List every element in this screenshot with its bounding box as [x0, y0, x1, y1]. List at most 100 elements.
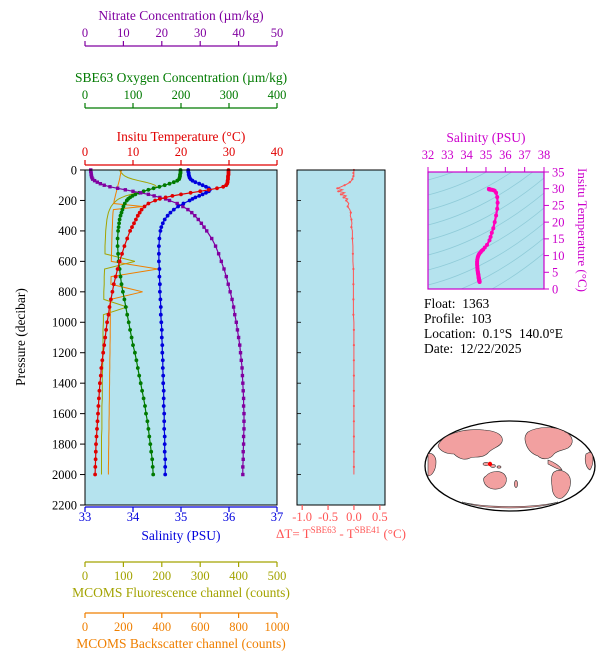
nitrate-marker	[241, 457, 245, 462]
nitrate-marker	[239, 358, 243, 363]
backscatter-tick-label: 0	[82, 620, 88, 634]
delta-plot-background	[297, 170, 385, 505]
delta-t-marker	[352, 313, 355, 316]
salinity-marker	[161, 381, 166, 386]
temperature-marker	[111, 282, 116, 287]
salinity-marker	[200, 183, 205, 188]
nitrate-marker	[108, 185, 112, 189]
ts-y-tick-label: 5	[552, 266, 558, 280]
backscatter-tick-label: 800	[229, 620, 248, 634]
continent-africa-right-edge	[584, 451, 594, 471]
salinity-marker	[158, 282, 162, 287]
oxygen-marker	[129, 335, 134, 340]
fluorescence-tick-label: 300	[191, 569, 210, 583]
ts-density-contours	[428, 172, 544, 289]
temperature-marker	[105, 320, 109, 325]
oxygen-tick-label: 200	[172, 88, 191, 102]
pressure-tick-label: 2200	[52, 498, 77, 512]
temperature-marker	[97, 388, 102, 393]
oxygen-marker	[117, 221, 121, 226]
pressure-tick-label: 200	[58, 194, 77, 208]
salinity-marker	[158, 312, 163, 317]
nitrate-marker	[190, 210, 194, 215]
temperature-marker	[117, 259, 122, 264]
oxygen-marker	[117, 217, 122, 222]
oxygen-marker	[140, 388, 145, 393]
nitrate-marker	[240, 366, 244, 370]
nitrate-marker	[241, 450, 245, 454]
nitrate-marker	[241, 442, 246, 446]
temperature-marker	[93, 457, 98, 462]
temperature-marker	[153, 198, 158, 203]
oxygen-marker	[118, 274, 123, 279]
oxygen-marker	[138, 381, 143, 386]
salinity-marker	[190, 197, 195, 201]
nitrate-marker	[238, 351, 243, 355]
delta-tick-label: -1.0	[292, 510, 312, 524]
ts-x-tick-label: 33	[441, 148, 454, 162]
nitrate-marker	[228, 290, 232, 294]
world-map	[424, 420, 596, 512]
nitrate-marker	[131, 189, 135, 194]
float-location-marker	[487, 461, 493, 467]
temperature-marker	[95, 427, 99, 431]
main-plot-frame	[84, 169, 278, 506]
temperature-tick-label: 0	[82, 145, 88, 159]
delta-tick-label: -0.5	[318, 510, 338, 524]
delta-t-marker	[336, 187, 339, 190]
temperature-marker	[102, 343, 107, 347]
delta-t-marker	[350, 218, 353, 221]
oxygen-marker	[146, 187, 151, 192]
ts-y-tick-label: 10	[552, 249, 565, 263]
oxygen-marker	[122, 297, 127, 302]
temperature-marker	[99, 366, 104, 370]
temperature-marker	[158, 197, 162, 201]
oxygen-tick-label: 0	[82, 88, 88, 102]
salinity-marker	[157, 244, 161, 249]
nitrate-marker	[241, 389, 245, 393]
delta-t-marker	[342, 196, 345, 199]
salinity-marker	[158, 297, 163, 302]
salinity-marker	[157, 236, 162, 241]
fluorescence-tick-label: 0	[82, 569, 88, 583]
salinity-marker	[168, 210, 173, 215]
ts-x-tick-label: 38	[538, 148, 551, 162]
nitrate-tick-label: 50	[271, 26, 284, 40]
nitrate-marker	[234, 320, 238, 324]
temperature-marker	[101, 350, 106, 355]
ts-curve-marker	[477, 280, 482, 284]
temperature-marker	[170, 194, 175, 198]
salinity-marker	[161, 404, 166, 408]
density-contour	[428, 177, 544, 241]
delta-tick-label: 0.0	[346, 510, 362, 524]
ts-y-tick-label: 25	[552, 199, 565, 213]
pressure-tick-label: 1400	[52, 376, 77, 390]
oxygen-marker	[128, 328, 133, 332]
oxygen-marker	[150, 465, 155, 469]
oxygen-marker	[116, 229, 120, 233]
salinity-tick-label: 36	[223, 510, 236, 524]
delta-t-marker	[351, 178, 354, 181]
oxygen-marker	[150, 457, 155, 462]
temperature-marker	[96, 411, 100, 416]
oxygen-marker	[134, 358, 139, 363]
backscatter-tick-label: 200	[114, 620, 133, 634]
nitrate-marker	[241, 465, 245, 469]
data-series	[89, 168, 500, 477]
salinity-marker	[159, 335, 164, 340]
salinity-marker	[171, 207, 176, 212]
nitrate-marker	[152, 194, 156, 198]
nitrate-marker	[233, 312, 237, 317]
oxygen-marker	[144, 411, 148, 416]
temperature-marker	[107, 305, 112, 309]
delta-t-marker	[352, 283, 355, 286]
ts-y-tick-label: 15	[552, 232, 565, 246]
info-location: Location: 0.1°S 140.0°E	[424, 326, 563, 341]
oxygen-tick-label: 100	[124, 88, 143, 102]
density-contour	[460, 237, 544, 289]
delta-t-label-sup: SBE63	[311, 525, 337, 535]
temperature-marker	[109, 297, 113, 302]
delta-t-marker	[339, 193, 343, 196]
salinity-marker	[197, 194, 202, 198]
